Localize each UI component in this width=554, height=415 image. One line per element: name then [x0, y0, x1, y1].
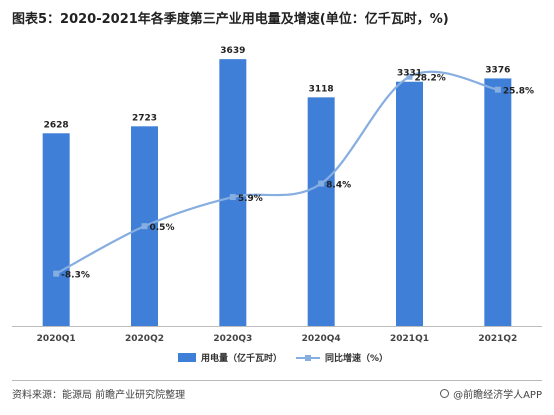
growth-point-2021Q1 — [406, 73, 413, 80]
growth-line — [55, 70, 499, 275]
data-labels: 2628 2723 3639 3118 3331 3376 -8.3% 0.5% 5.9% 8.4… — [44, 46, 534, 281]
source-note: 资料来源：能源局 前瞻产业研究院整理 — [12, 390, 186, 401]
x-tick-label: 2020Q4 — [302, 334, 341, 344]
growth-value-label: 28.2% — [415, 74, 446, 84]
bar-value-label: 3376 — [485, 65, 510, 75]
legend: 用电量（亿千瓦时） 同比增速（%） — [178, 352, 388, 364]
x-tick-label: 2020Q1 — [37, 334, 76, 344]
x-tick-label: 2020Q2 — [125, 334, 164, 344]
growth-value-label: 8.4% — [326, 181, 351, 191]
bar-value-label: 3331 — [397, 69, 422, 79]
legend-label-growth: 同比增速（%） — [325, 352, 388, 364]
brand-text: @前瞻经济学人APP — [453, 390, 542, 401]
brand-logo-icon — [440, 389, 450, 398]
growth-line-series — [53, 70, 501, 277]
legend-swatch-bar — [178, 353, 196, 362]
bar-series — [42, 59, 512, 327]
bar-value-label: 3639 — [220, 46, 245, 56]
x-tick-label: 2021Q1 — [390, 334, 429, 344]
x-tick-label: 2021Q2 — [478, 334, 517, 344]
chart-title: 图表5：2020-2021年各季度第三产业用电量及增速(单位：亿千瓦时，%) — [12, 12, 449, 27]
bar-value-label: 2723 — [132, 113, 157, 123]
x-tick-label: 2020Q3 — [213, 334, 252, 344]
legend-label-bar: 用电量（亿千瓦时） — [200, 352, 282, 364]
growth-value-label: 0.5% — [150, 223, 175, 233]
growth-point-2020Q2 — [141, 223, 148, 230]
bar-2021Q2 — [484, 78, 512, 326]
footer-divider — [12, 380, 542, 381]
brand-credit: @前瞻经济学人APP — [440, 386, 542, 401]
growth-point-2020Q3 — [229, 194, 236, 201]
bar-2020Q3 — [219, 59, 247, 326]
bar-value-label: 2628 — [44, 120, 69, 130]
bar-value-label: 3118 — [309, 84, 334, 94]
growth-value-label: 5.9% — [238, 194, 263, 204]
legend-marker-growth — [305, 355, 311, 361]
growth-value-label: -8.3% — [61, 271, 90, 281]
growth-point-2020Q4 — [318, 180, 325, 187]
x-axis: 2020Q1 2020Q2 2020Q3 2020Q4 2021Q1 2021Q2 — [12, 326, 542, 344]
bar-2020Q1 — [42, 133, 70, 326]
growth-point-2020Q1 — [53, 270, 60, 277]
growth-point-2021Q2 — [494, 86, 501, 93]
bar-2021Q1 — [396, 81, 423, 326]
bar-2020Q4 — [307, 97, 335, 326]
growth-value-label: 25.8% — [503, 87, 534, 97]
